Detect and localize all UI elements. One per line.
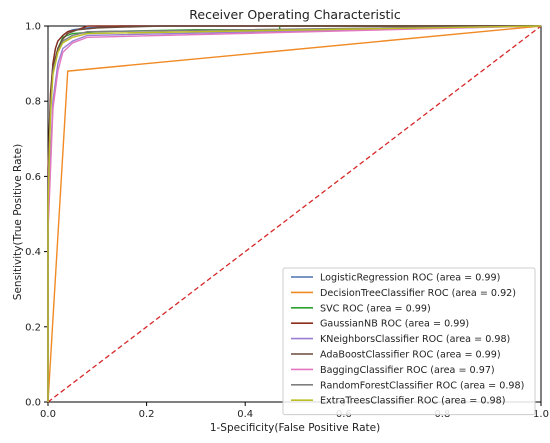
legend-label: RandomForestClassifier ROC (area = 0.98) xyxy=(320,380,524,391)
x-tick-label: 0.0 xyxy=(40,409,56,420)
y-axis-label: Sensitivity(True Positive Rate) xyxy=(12,144,24,300)
roc-curve-line xyxy=(47,25,542,402)
plot-area: 0.00.20.40.60.81.00.00.20.40.60.81.0 xyxy=(25,22,549,421)
legend-box xyxy=(282,267,536,416)
x-tick-label: 0.2 xyxy=(139,409,155,420)
legend-label: GaussianNB ROC (area = 0.99) xyxy=(320,319,469,330)
y-tick-label: 0.4 xyxy=(25,247,41,258)
legend-label: AdaBoostClassifier ROC (area = 0.99) xyxy=(320,350,501,361)
legend-label: DecisionTreeClassifier ROC (area = 0.92) xyxy=(320,288,516,299)
diagonal-reference-line xyxy=(47,25,542,403)
roc-curve-line xyxy=(47,25,542,402)
x-tick-label: 1.0 xyxy=(533,409,549,420)
x-tick-label: 0.4 xyxy=(237,409,253,420)
legend-label: BaggingClassifier ROC (area = 0.97) xyxy=(320,365,495,376)
y-tick-label: 1.0 xyxy=(25,22,41,33)
roc-curve-line xyxy=(47,25,542,403)
legend-label: LogisticRegression ROC (area = 0.99) xyxy=(320,273,500,284)
legend-label: ExtraTreesClassifier ROC (area = 0.98) xyxy=(320,396,506,407)
legend-label: SVC ROC (area = 0.99) xyxy=(320,303,431,314)
x-axis-label: 1-Specificity(False Positive Rate) xyxy=(210,422,380,434)
legend-label: KNeighborsClassifier ROC (area = 0.98) xyxy=(320,334,510,345)
legend: LogisticRegression ROC (area = 0.99) Deci… xyxy=(282,267,536,416)
y-tick-label: 0.6 xyxy=(25,172,41,183)
y-tick-label: 0.0 xyxy=(25,398,41,409)
y-tick-label: 0.8 xyxy=(25,97,41,108)
y-tick-label: 0.2 xyxy=(25,322,41,333)
chart-title: Receiver Operating Characteristic xyxy=(189,7,401,22)
